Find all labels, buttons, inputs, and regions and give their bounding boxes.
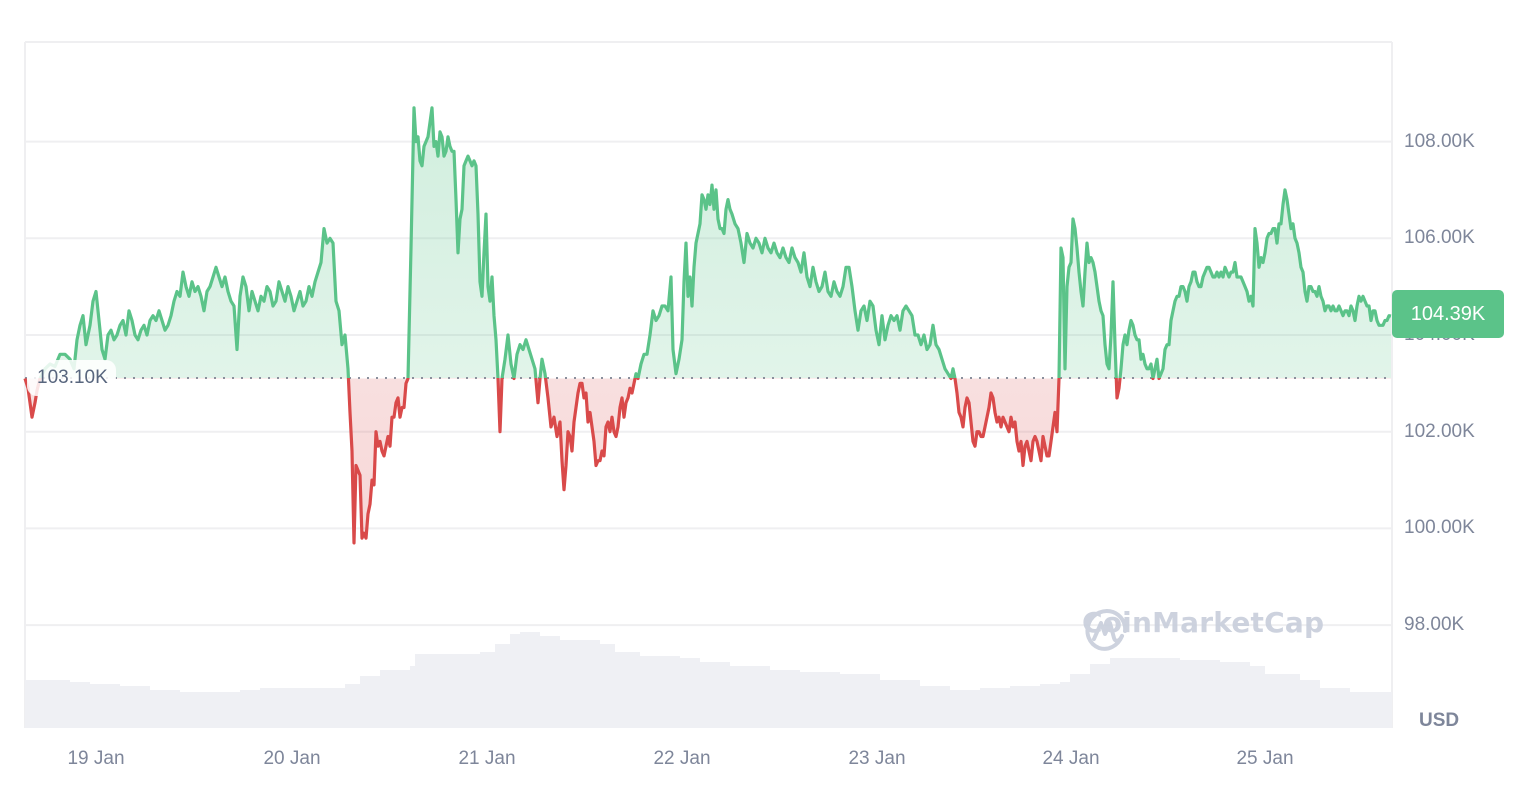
- y-tick-label: 98.00K: [1404, 614, 1465, 636]
- watermark: CoinMarketCap: [1082, 606, 1324, 651]
- baseline-price-label: 103.10K: [27, 360, 116, 396]
- currency-label: USD: [1419, 710, 1460, 731]
- price-area-above-baseline: [40, 107, 1391, 378]
- x-tick-label: 21 Jan: [458, 748, 516, 769]
- price-area-below-baseline: [25, 378, 1391, 543]
- coinmarketcap-logo-icon: [1085, 609, 1128, 651]
- price-line-up: [38, 106, 1392, 378]
- x-tick-label: 20 Jan: [263, 748, 321, 769]
- x-tick-label: 24 Jan: [1042, 748, 1100, 769]
- current-price-badge: 104.39K: [1392, 290, 1504, 338]
- x-tick-label: 19 Jan: [67, 748, 125, 769]
- y-tick-label: 100.00K: [1404, 517, 1475, 539]
- y-tick-label: 102.00K: [1404, 420, 1475, 442]
- y-tick-label: 108.00K: [1404, 130, 1475, 152]
- x-tick-label: 22 Jan: [653, 748, 711, 769]
- x-tick-label: 23 Jan: [848, 748, 906, 769]
- y-tick-label: 106.00K: [1404, 227, 1475, 249]
- volume-bars: [25, 632, 1392, 728]
- x-tick-label: 25 Jan: [1236, 748, 1294, 769]
